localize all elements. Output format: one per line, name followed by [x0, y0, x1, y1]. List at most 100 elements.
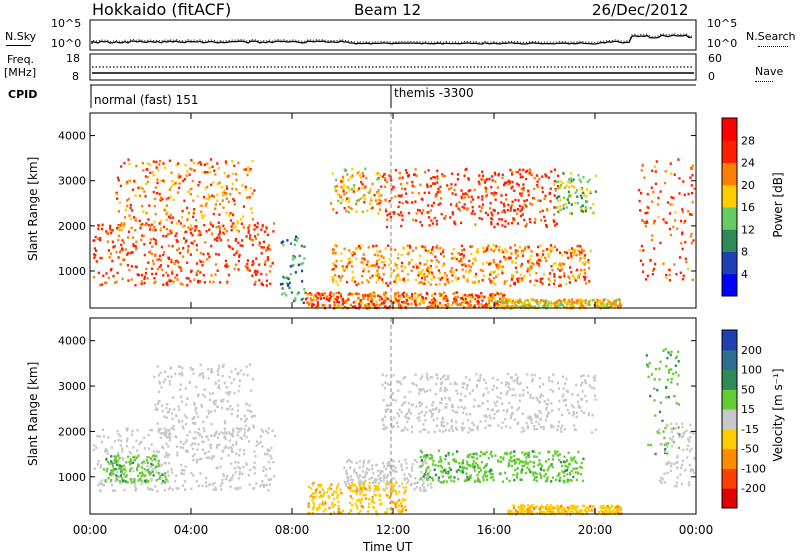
velocity-cell [181, 446, 184, 450]
power-cell [306, 296, 309, 300]
power-cell [489, 273, 492, 276]
velocity-cell [182, 472, 185, 476]
velocity-cell [383, 489, 386, 492]
velocity-cell [218, 364, 221, 368]
velocity-cell [504, 418, 507, 421]
velocity-cell [165, 435, 168, 439]
power-cell [389, 174, 392, 177]
power-cell [463, 174, 466, 177]
power-cell [272, 230, 275, 233]
power-cell [433, 182, 437, 185]
velocity-cell [445, 405, 448, 409]
power-cell [372, 294, 375, 298]
velocity-cell [375, 488, 378, 491]
velocity-cell [179, 365, 182, 368]
power-cell [423, 263, 426, 266]
velocity-cell [266, 448, 269, 451]
power-cell [496, 222, 499, 226]
power-cell [99, 238, 102, 242]
power-cell [341, 175, 345, 179]
power-cell [554, 302, 557, 305]
power-cell [433, 300, 436, 303]
power-cell [202, 274, 205, 277]
velocity-cell [479, 373, 482, 377]
velocity-cell [484, 471, 487, 475]
power-cell [435, 219, 438, 223]
power-cell [333, 263, 336, 266]
velocity-cell [158, 380, 161, 384]
power-cell [337, 199, 340, 203]
power-cell [128, 269, 131, 272]
velocity-cell [549, 508, 552, 511]
power-cell [345, 210, 348, 213]
power-cell [477, 196, 480, 199]
velocity-cell [662, 430, 665, 433]
velocity-cell [572, 467, 575, 470]
velocity-cell [425, 473, 428, 477]
power-cell [430, 259, 433, 263]
power-cell [370, 199, 373, 202]
velocity-cell [514, 394, 517, 397]
power-cell [579, 245, 582, 248]
velocity-cell [543, 474, 546, 478]
power-cell [251, 238, 254, 242]
power-cell [336, 295, 339, 299]
velocity-cell [398, 380, 401, 384]
power-cell [690, 242, 693, 245]
power-cell [458, 260, 461, 263]
velocity-cell [98, 482, 101, 485]
power-cell [102, 274, 105, 278]
velocity-cell [211, 455, 214, 458]
velocity-cell [261, 430, 265, 433]
power-cell [111, 259, 114, 263]
power-cell [352, 276, 355, 279]
power-cell [186, 250, 189, 254]
power-cell [256, 271, 259, 274]
velocity-cell [179, 388, 182, 391]
velocity-cell [254, 414, 257, 418]
power-cell [553, 304, 557, 308]
power-cell [234, 172, 237, 176]
power-cell [294, 298, 297, 301]
power-cell [209, 222, 212, 226]
velocity-cell [152, 450, 155, 453]
power-cell [549, 244, 553, 247]
velocity-cell [561, 395, 564, 398]
velocity-cell [360, 504, 363, 508]
power-cell [165, 218, 168, 222]
velocity-cell [396, 412, 399, 415]
power-cell [584, 272, 587, 275]
velocity-cell [238, 471, 241, 474]
velocity-cell [495, 410, 499, 413]
power-ytick-label: 4000 [58, 130, 86, 143]
velocity-cell [563, 382, 566, 385]
velocity-cell [138, 442, 141, 446]
velocity-cell [482, 452, 485, 456]
velocity-cell [387, 494, 390, 498]
power-cell [264, 230, 267, 233]
power-cell [576, 268, 579, 272]
power-cell [258, 263, 261, 266]
velocity-cell [472, 466, 476, 470]
velocity-cell [540, 504, 543, 508]
power-cell [401, 187, 404, 190]
velocity-cell [149, 428, 152, 432]
velocity-cell [239, 486, 242, 489]
velocity-cell [578, 509, 581, 513]
velocity-cell [674, 484, 677, 488]
power-cell [215, 225, 218, 229]
power-cell [445, 299, 449, 303]
velocity-cell [419, 455, 422, 459]
power-cell [138, 219, 141, 223]
velocity-cell [175, 436, 178, 439]
power-cell [437, 269, 440, 272]
velocity-cell [557, 454, 560, 457]
power-cell [177, 173, 180, 176]
velocity-cell [314, 495, 317, 498]
velocity-cell [264, 452, 267, 456]
velocity-cell [673, 395, 676, 398]
velocity-cell [318, 483, 321, 486]
power-cell [249, 187, 252, 190]
velocity-cell [221, 400, 224, 403]
